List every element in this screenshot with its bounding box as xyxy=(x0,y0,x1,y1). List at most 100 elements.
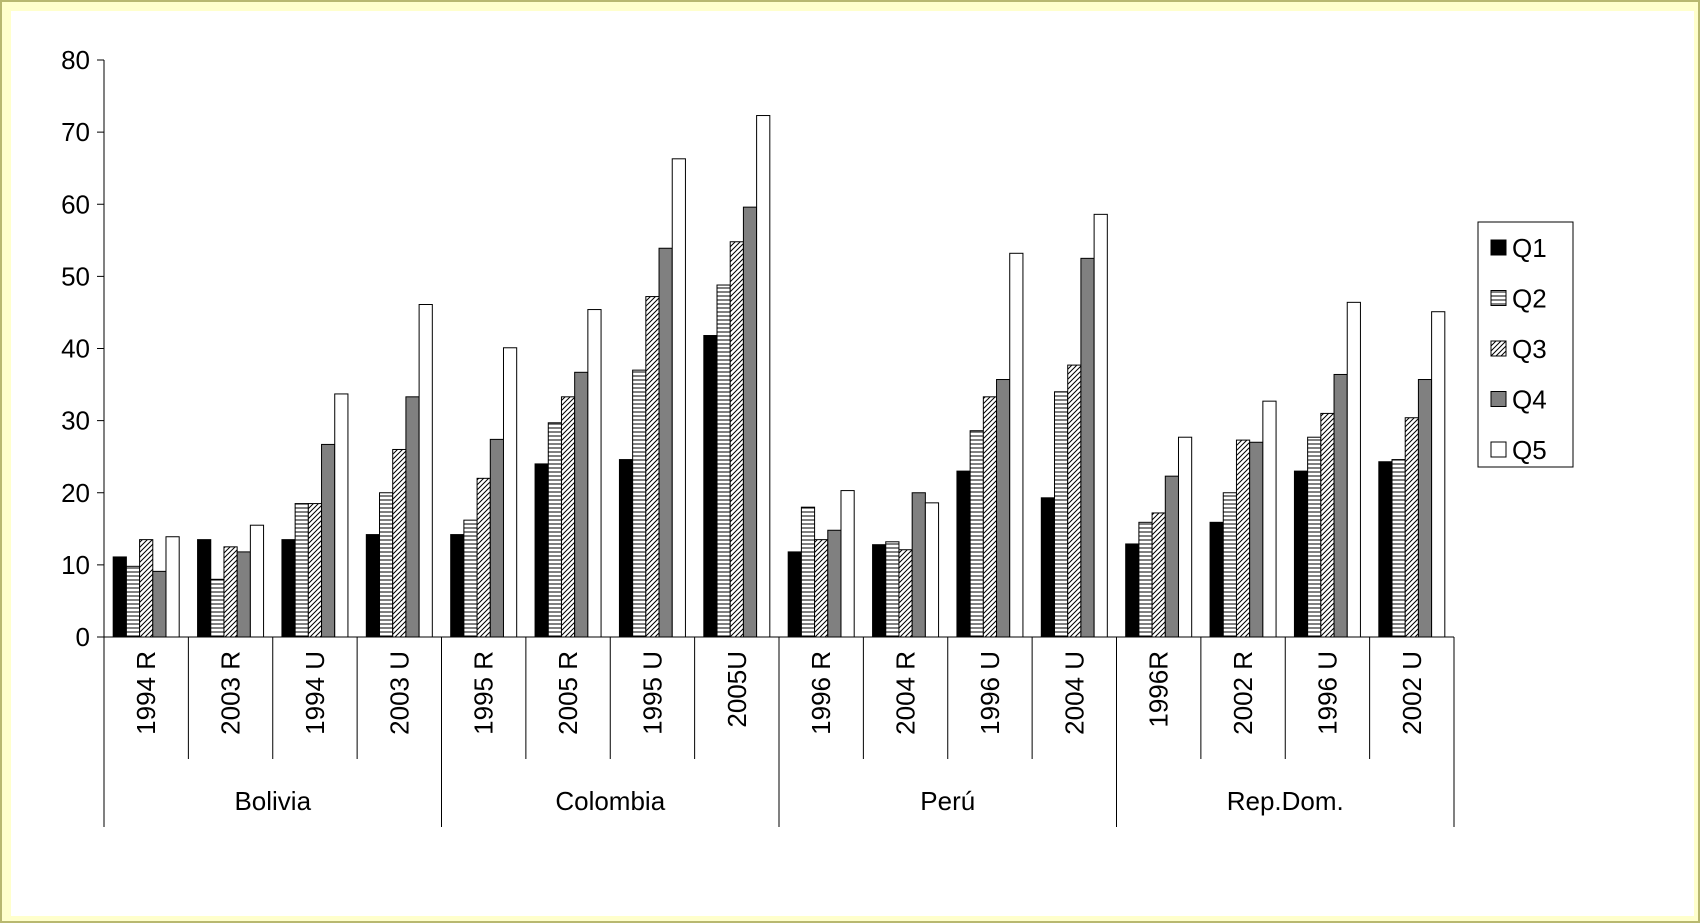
bar-q3-1996u xyxy=(982,396,998,638)
category-label: 2004 R xyxy=(891,651,921,735)
bar-q4-1996u xyxy=(1333,373,1348,638)
bar-q2-2005r xyxy=(547,422,562,638)
bar-q5-2002r xyxy=(1262,400,1277,638)
legend-swatch-q5 xyxy=(1490,441,1507,458)
bar-q2-2004r xyxy=(885,541,900,638)
y-tick-label: 40 xyxy=(61,334,90,364)
legend: Q1 Q2 Q3 Q4 Q5 xyxy=(1477,221,1574,468)
category-label: 1996R xyxy=(1144,651,1174,728)
bar-q1-2005r xyxy=(534,463,549,638)
legend-swatch-q4 xyxy=(1490,391,1507,407)
bar-q4-2002r xyxy=(1249,441,1264,638)
y-tick-label: 50 xyxy=(61,261,90,291)
bar-q1-1996u xyxy=(956,470,971,638)
bar-q2-1996r xyxy=(800,506,816,638)
x-tick-labels: 1994 R 2003 R 1994 U 2003 U 1995 R 2005 R 1995… xyxy=(131,651,1427,816)
y-tick-label: 10 xyxy=(61,550,90,580)
bar-q3-1996r xyxy=(814,539,829,638)
bar-q1-1994u xyxy=(281,539,296,638)
category-label: 1995 U xyxy=(637,651,667,735)
legend-label: Q1 xyxy=(1512,233,1547,263)
bar-q3-1994u xyxy=(307,503,323,638)
category-label: 1995 R xyxy=(469,651,499,735)
bar-q2-1996u xyxy=(969,430,984,638)
bar-q4-1996r xyxy=(827,529,842,638)
legend-label: Q2 xyxy=(1512,284,1547,314)
bar-q3-2005r xyxy=(560,396,576,638)
bar-q2-2003u xyxy=(379,492,394,638)
bar-q1-2003u xyxy=(365,534,381,638)
y-tick-label: 30 xyxy=(61,406,90,436)
category-label: 1996 U xyxy=(975,651,1005,735)
category-label: 2005U xyxy=(722,651,752,728)
bar-q4-1994r xyxy=(152,570,167,638)
group-label: Perú xyxy=(920,786,975,816)
bar-q4-1996r xyxy=(1164,475,1179,638)
bar-q3-1995r xyxy=(476,477,491,638)
bar-q5-1995u xyxy=(671,158,686,638)
bar-q1-2004u xyxy=(1040,497,1056,638)
bar-q3-2005u xyxy=(729,241,744,638)
bar-q3-2003r xyxy=(223,546,238,638)
legend-swatch-q3 xyxy=(1490,340,1507,357)
bars xyxy=(112,115,1446,638)
bar-q3-1995u xyxy=(645,296,660,638)
bar-q4-1994u xyxy=(321,443,336,638)
bar-q5-1996u xyxy=(1009,252,1024,638)
bar-q5-2004u xyxy=(1093,213,1108,638)
category-label: 1994 R xyxy=(131,651,161,735)
bar-q1-2004r xyxy=(872,544,887,638)
y-tick-label: 60 xyxy=(61,189,90,219)
group-label: Bolivia xyxy=(234,786,311,816)
bar-q3-2002r xyxy=(1235,439,1251,638)
legend-swatch-q2 xyxy=(1490,290,1507,306)
y-tick-label: 20 xyxy=(61,478,90,508)
bar-q1-1995u xyxy=(618,459,634,638)
bar-q2-1995r xyxy=(463,519,478,638)
bar-q5-2004r xyxy=(924,502,940,638)
legend-label: Q5 xyxy=(1512,435,1547,465)
bar-q5-2003r xyxy=(249,524,265,638)
bar-q2-2004u xyxy=(1054,391,1069,638)
bar-q4-2003r xyxy=(236,551,251,638)
category-label: 1994 U xyxy=(300,651,330,735)
category-label: 2003 U xyxy=(384,651,414,735)
bar-q5-1996u xyxy=(1346,301,1361,638)
bar-q1-2002u xyxy=(1378,461,1393,638)
category-label: 2002 U xyxy=(1397,651,1427,735)
bar-q3-2004r xyxy=(898,549,913,638)
legend-label: Q3 xyxy=(1512,334,1547,364)
bar-q2-1996u xyxy=(1307,436,1322,638)
category-label: 2003 R xyxy=(216,651,246,735)
bar-q4-2005u xyxy=(742,206,758,638)
axes: 0 10 20 30 40 50 60 70 80 xyxy=(61,45,1455,827)
bar-q4-2004u xyxy=(1080,257,1095,638)
bar-q4-1995u xyxy=(658,247,673,638)
bar-q4-1996u xyxy=(996,379,1011,638)
bar-q4-2004r xyxy=(911,492,926,638)
bar-chart: 0 10 20 30 40 50 60 70 80 1994 R 2003 R 1994 U 2003… xyxy=(61,45,1574,827)
bar-q1-2003r xyxy=(197,539,212,638)
bar-q2-2005u xyxy=(716,284,731,638)
bar-q3-1994r xyxy=(139,539,154,638)
bar-q4-2002u xyxy=(1417,379,1433,638)
bar-q2-2003r xyxy=(210,578,225,638)
bar-q2-1995u xyxy=(632,369,647,638)
bar-q5-1996r xyxy=(1177,436,1193,638)
category-label: 2004 U xyxy=(1059,651,1089,735)
bar-q4-1995r xyxy=(489,438,504,638)
legend-swatch-q1 xyxy=(1490,239,1507,256)
bar-q3-1996r xyxy=(1151,512,1166,638)
bar-q5-2003u xyxy=(418,304,433,638)
bar-q3-1996u xyxy=(1320,412,1335,638)
bar-q5-1996r xyxy=(840,490,855,638)
legend-label: Q4 xyxy=(1512,385,1547,415)
bar-q2-1994u xyxy=(294,503,309,638)
group-label: Rep.Dom. xyxy=(1227,786,1344,816)
bar-q3-2003u xyxy=(392,448,407,638)
bar-q4-2003u xyxy=(405,396,420,638)
plot-area: 0 10 20 30 40 50 60 70 80 1994 R 2003 R 1994 U 2003… xyxy=(11,11,1694,916)
group-label: Colombia xyxy=(555,786,665,816)
bar-q2-2002u xyxy=(1391,459,1406,638)
